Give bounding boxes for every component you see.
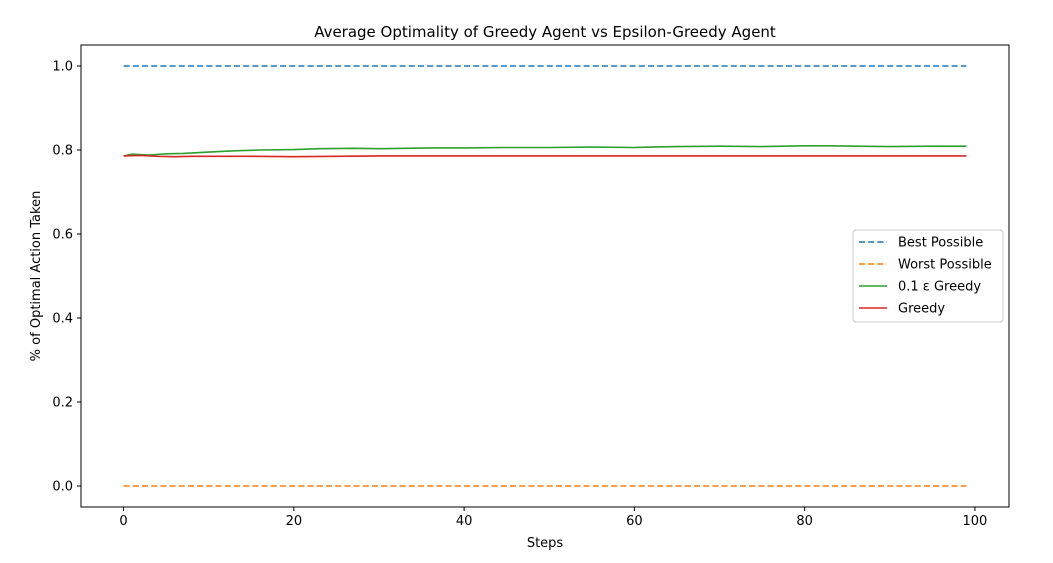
y-tick-label: 0.6 [52,228,73,243]
y-tick-label: 0.0 [52,480,73,495]
legend-label-1: Worst Possible [898,258,992,273]
legend-frame [852,229,1004,323]
y-tick-label: 1.0 [52,60,73,75]
x-tick-label: 40 [456,514,473,529]
x-axis: 0 20 40 60 80 100 [119,507,987,529]
plot-area [123,65,967,487]
legend-label-3: Greedy [898,302,945,317]
x-tick-label: 100 [963,514,988,529]
y-axis-label: % of Optimal Action Taken [29,191,44,362]
legend: Best Possible Worst Possible 0.1 ε Greedy G… [852,229,1004,323]
x-tick-label: 20 [286,514,303,529]
plot-frame [80,44,1010,508]
y-tick-label: 0.2 [52,396,73,411]
y-axis: 0.0 0.2 0.4 0.6 0.8 1.0 [52,60,81,495]
x-tick-label: 80 [796,514,813,529]
x-tick-label: 60 [626,514,643,529]
x-tick-label: 0 [119,514,127,529]
legend-label-0: Best Possible [898,236,983,251]
series-line-2 [123,145,967,157]
y-tick-label: 0.4 [52,312,73,327]
legend-label-2: 0.1 ε Greedy [898,280,981,295]
x-axis-label: Steps [527,536,564,551]
series-line-3 [123,154,967,158]
y-tick-label: 0.8 [52,144,73,159]
chart-title: Average Optimality of Greedy Agent vs Ep… [314,23,776,41]
